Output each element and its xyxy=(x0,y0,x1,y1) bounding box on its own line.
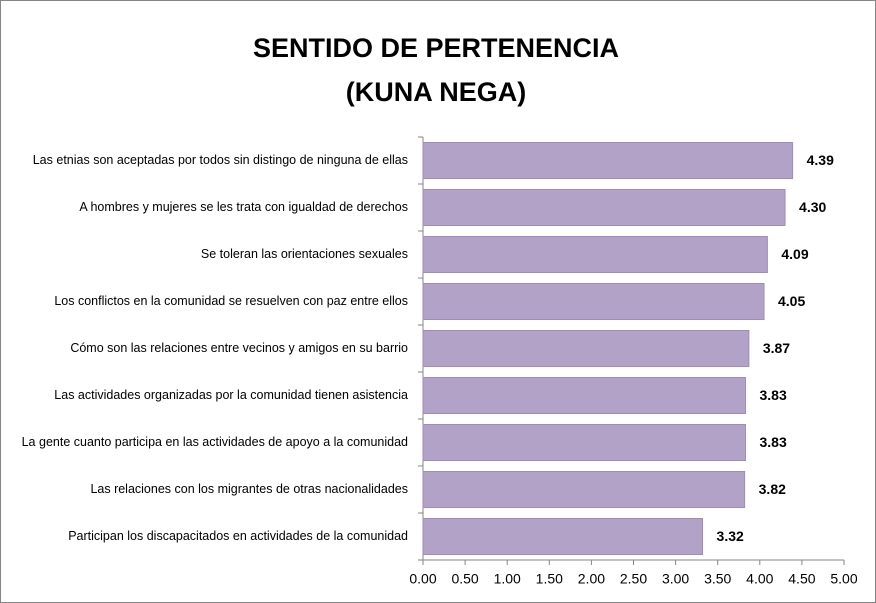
x-tick-label: 1.50 xyxy=(536,571,563,587)
y-tick-label: Participan los discapacitados en activid… xyxy=(68,529,408,543)
value-label: 4.30 xyxy=(799,199,826,215)
y-tick-label: Se toleran las orientaciones sexuales xyxy=(200,247,408,261)
x-tick-label: 3.00 xyxy=(662,571,689,587)
x-tick-label: 3.50 xyxy=(704,571,731,587)
chart-title: (KUNA NEGA) xyxy=(346,77,526,107)
value-label: 3.83 xyxy=(759,434,786,450)
value-label: 3.87 xyxy=(763,340,790,356)
x-tick-label: 4.50 xyxy=(788,571,815,587)
x-tick-label: 2.00 xyxy=(578,571,605,587)
x-tick-label: 2.50 xyxy=(620,571,647,587)
value-label: 3.82 xyxy=(759,481,786,497)
y-tick-label: Las actividades organizadas por la comun… xyxy=(54,388,408,402)
bar xyxy=(422,471,746,508)
value-label: 4.39 xyxy=(807,152,834,168)
value-label: 3.32 xyxy=(717,528,744,544)
bar xyxy=(422,330,750,367)
bar xyxy=(422,424,746,461)
bar xyxy=(422,142,794,179)
y-tick-label: A hombres y mujeres se les trata con igu… xyxy=(79,200,408,214)
y-tick-label: Cómo son las relaciones entre vecinos y … xyxy=(70,341,408,355)
x-tick-label: 1.00 xyxy=(494,571,521,587)
x-tick-label: 4.00 xyxy=(746,571,773,587)
y-tick-label: La gente cuanto participa en las activid… xyxy=(21,435,408,449)
bar xyxy=(422,377,746,414)
bar xyxy=(422,518,704,555)
value-label: 4.09 xyxy=(781,246,808,262)
value-label: 4.05 xyxy=(778,293,805,309)
y-tick-label: Las relaciones con los migrantes de otra… xyxy=(90,482,408,496)
bar xyxy=(422,236,768,273)
y-tick-label: Las etnias son aceptadas por todos sin d… xyxy=(32,153,408,167)
chart-title: SENTIDO DE PERTENENCIA xyxy=(253,33,619,63)
x-tick-label: 0.00 xyxy=(409,571,436,587)
y-tick-label: Los conflictos en la comunidad se resuel… xyxy=(54,294,408,308)
x-tick-label: 5.00 xyxy=(830,571,857,587)
x-tick-label: 0.50 xyxy=(451,571,478,587)
bar xyxy=(422,189,786,226)
value-label: 3.83 xyxy=(759,387,786,403)
bar xyxy=(422,283,765,320)
